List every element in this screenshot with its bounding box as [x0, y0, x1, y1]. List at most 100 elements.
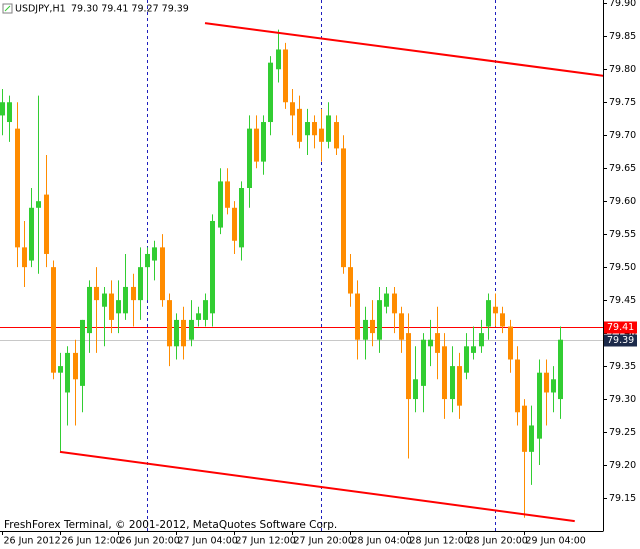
candle — [80, 319, 85, 413]
candle — [457, 352, 462, 419]
y-tick-label: 79.60 — [609, 196, 636, 207]
candle — [58, 352, 63, 452]
y-tick-label: 79.30 — [609, 394, 636, 405]
candle-body — [239, 187, 244, 248]
candle-body — [450, 366, 455, 400]
candle-body — [261, 122, 266, 162]
candle — [116, 280, 121, 334]
candle-body — [500, 313, 505, 327]
candle — [428, 319, 433, 367]
candle — [537, 359, 542, 466]
candle — [7, 95, 12, 142]
candle-body — [428, 339, 433, 347]
candle-body — [131, 286, 136, 301]
y-tick-label: 79.45 — [609, 295, 636, 306]
candle-body — [102, 293, 107, 307]
price-label-box — [604, 334, 637, 347]
candle — [464, 333, 469, 380]
candle-body — [442, 346, 447, 400]
y-tick-label: 79.90 — [609, 0, 636, 9]
candle — [0, 89, 5, 136]
y-tick-label: 79.35 — [609, 361, 636, 372]
candle — [145, 247, 150, 301]
candle-body — [319, 128, 324, 142]
candle — [210, 214, 215, 327]
trendline — [59, 450, 575, 523]
candle — [152, 240, 157, 281]
candle — [44, 155, 49, 268]
y-tick-label: 79.75 — [609, 97, 636, 108]
candle — [326, 102, 331, 149]
x-tick-label: 26 Jun 2012 — [4, 536, 61, 547]
candle — [73, 339, 78, 426]
candle-body — [203, 300, 208, 320]
candle — [94, 267, 99, 353]
candle-body — [0, 102, 5, 116]
candle-body — [80, 319, 85, 386]
candle — [363, 306, 368, 360]
candle-body — [493, 306, 498, 314]
y-tick-label: 79.15 — [609, 493, 636, 504]
candle — [413, 346, 418, 413]
candle-body — [392, 293, 397, 314]
candle-body — [232, 207, 237, 241]
candle — [268, 56, 273, 136]
y-tick-label: 79.85 — [609, 31, 636, 42]
candle — [247, 115, 252, 208]
candle-body — [406, 333, 411, 400]
candle-body — [218, 181, 223, 228]
candle — [334, 115, 339, 156]
candle — [348, 253, 353, 307]
candle-body — [276, 49, 281, 70]
candle — [109, 280, 114, 334]
x-tick-label: 28 Jun 12:00 — [410, 536, 470, 547]
candle — [529, 405, 534, 485]
candle — [355, 280, 360, 360]
candle — [312, 115, 317, 149]
candle-body — [312, 122, 317, 136]
candle — [218, 168, 223, 235]
candle-body — [421, 339, 426, 386]
candle — [131, 273, 136, 327]
candle-body — [29, 207, 34, 261]
y-tick-label: 79.55 — [609, 229, 636, 240]
candle-body — [174, 319, 179, 347]
candle-body — [413, 379, 418, 400]
price-label: 79.41 — [607, 322, 634, 333]
candle-body — [94, 286, 99, 301]
candle — [435, 306, 440, 380]
footer: FreshForex Terminal, © 2001-2012, MetaQu… — [4, 519, 337, 531]
candle — [123, 253, 128, 320]
x-tick-label: 28 Jun 20:00 — [468, 536, 528, 547]
candle-body — [196, 313, 201, 320]
candle — [392, 286, 397, 334]
candle-body — [464, 346, 469, 373]
candle-body — [471, 346, 476, 353]
candle — [196, 306, 201, 327]
candle — [225, 168, 230, 215]
candle — [319, 108, 324, 162]
candle — [305, 108, 310, 156]
candle-body — [551, 379, 556, 393]
candle-body — [544, 372, 549, 393]
candle — [167, 293, 172, 367]
candle-body — [435, 333, 440, 353]
candle — [500, 306, 505, 334]
y-tick-label: 79.65 — [609, 163, 636, 174]
y-tick-label: 79.70 — [609, 130, 636, 141]
candle — [65, 346, 70, 426]
candle-body — [457, 366, 462, 406]
plot — [0, 0, 604, 531]
candle-body — [160, 247, 165, 301]
candle — [508, 319, 513, 373]
x-tick-label: 27 Jun 20:00 — [294, 536, 354, 547]
candle — [239, 181, 244, 261]
candle-body — [334, 122, 339, 149]
candle-body — [537, 372, 542, 439]
ohlc-text: 79.30 79.41 79.27 79.39 — [71, 4, 189, 15]
candle — [486, 293, 491, 340]
candle-body — [51, 267, 56, 373]
candle-body — [44, 194, 49, 254]
candle — [558, 326, 563, 419]
